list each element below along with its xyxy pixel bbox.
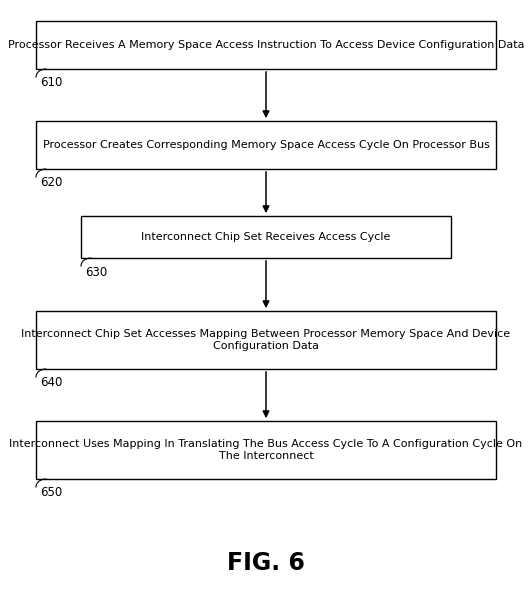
Text: Processor Receives A Memory Space Access Instruction To Access Device Configurat: Processor Receives A Memory Space Access… <box>8 40 524 50</box>
Text: 610: 610 <box>40 76 62 90</box>
Bar <box>36 421 496 479</box>
Bar <box>36 121 496 169</box>
Bar <box>36 311 496 369</box>
Bar <box>81 216 451 258</box>
Text: FIG. 6: FIG. 6 <box>227 551 305 575</box>
Bar <box>36 21 496 69</box>
Text: Processor Creates Corresponding Memory Space Access Cycle On Processor Bus: Processor Creates Corresponding Memory S… <box>43 140 489 150</box>
Text: 650: 650 <box>40 486 62 500</box>
Text: 640: 640 <box>40 376 62 390</box>
Text: Interconnect Uses Mapping In Translating The Bus Access Cycle To A Configuration: Interconnect Uses Mapping In Translating… <box>10 439 522 461</box>
Text: Interconnect Chip Set Receives Access Cycle: Interconnect Chip Set Receives Access Cy… <box>142 232 390 242</box>
Text: 620: 620 <box>40 177 62 189</box>
Text: Interconnect Chip Set Accesses Mapping Between Processor Memory Space And Device: Interconnect Chip Set Accesses Mapping B… <box>21 329 511 351</box>
Text: 630: 630 <box>85 266 107 278</box>
